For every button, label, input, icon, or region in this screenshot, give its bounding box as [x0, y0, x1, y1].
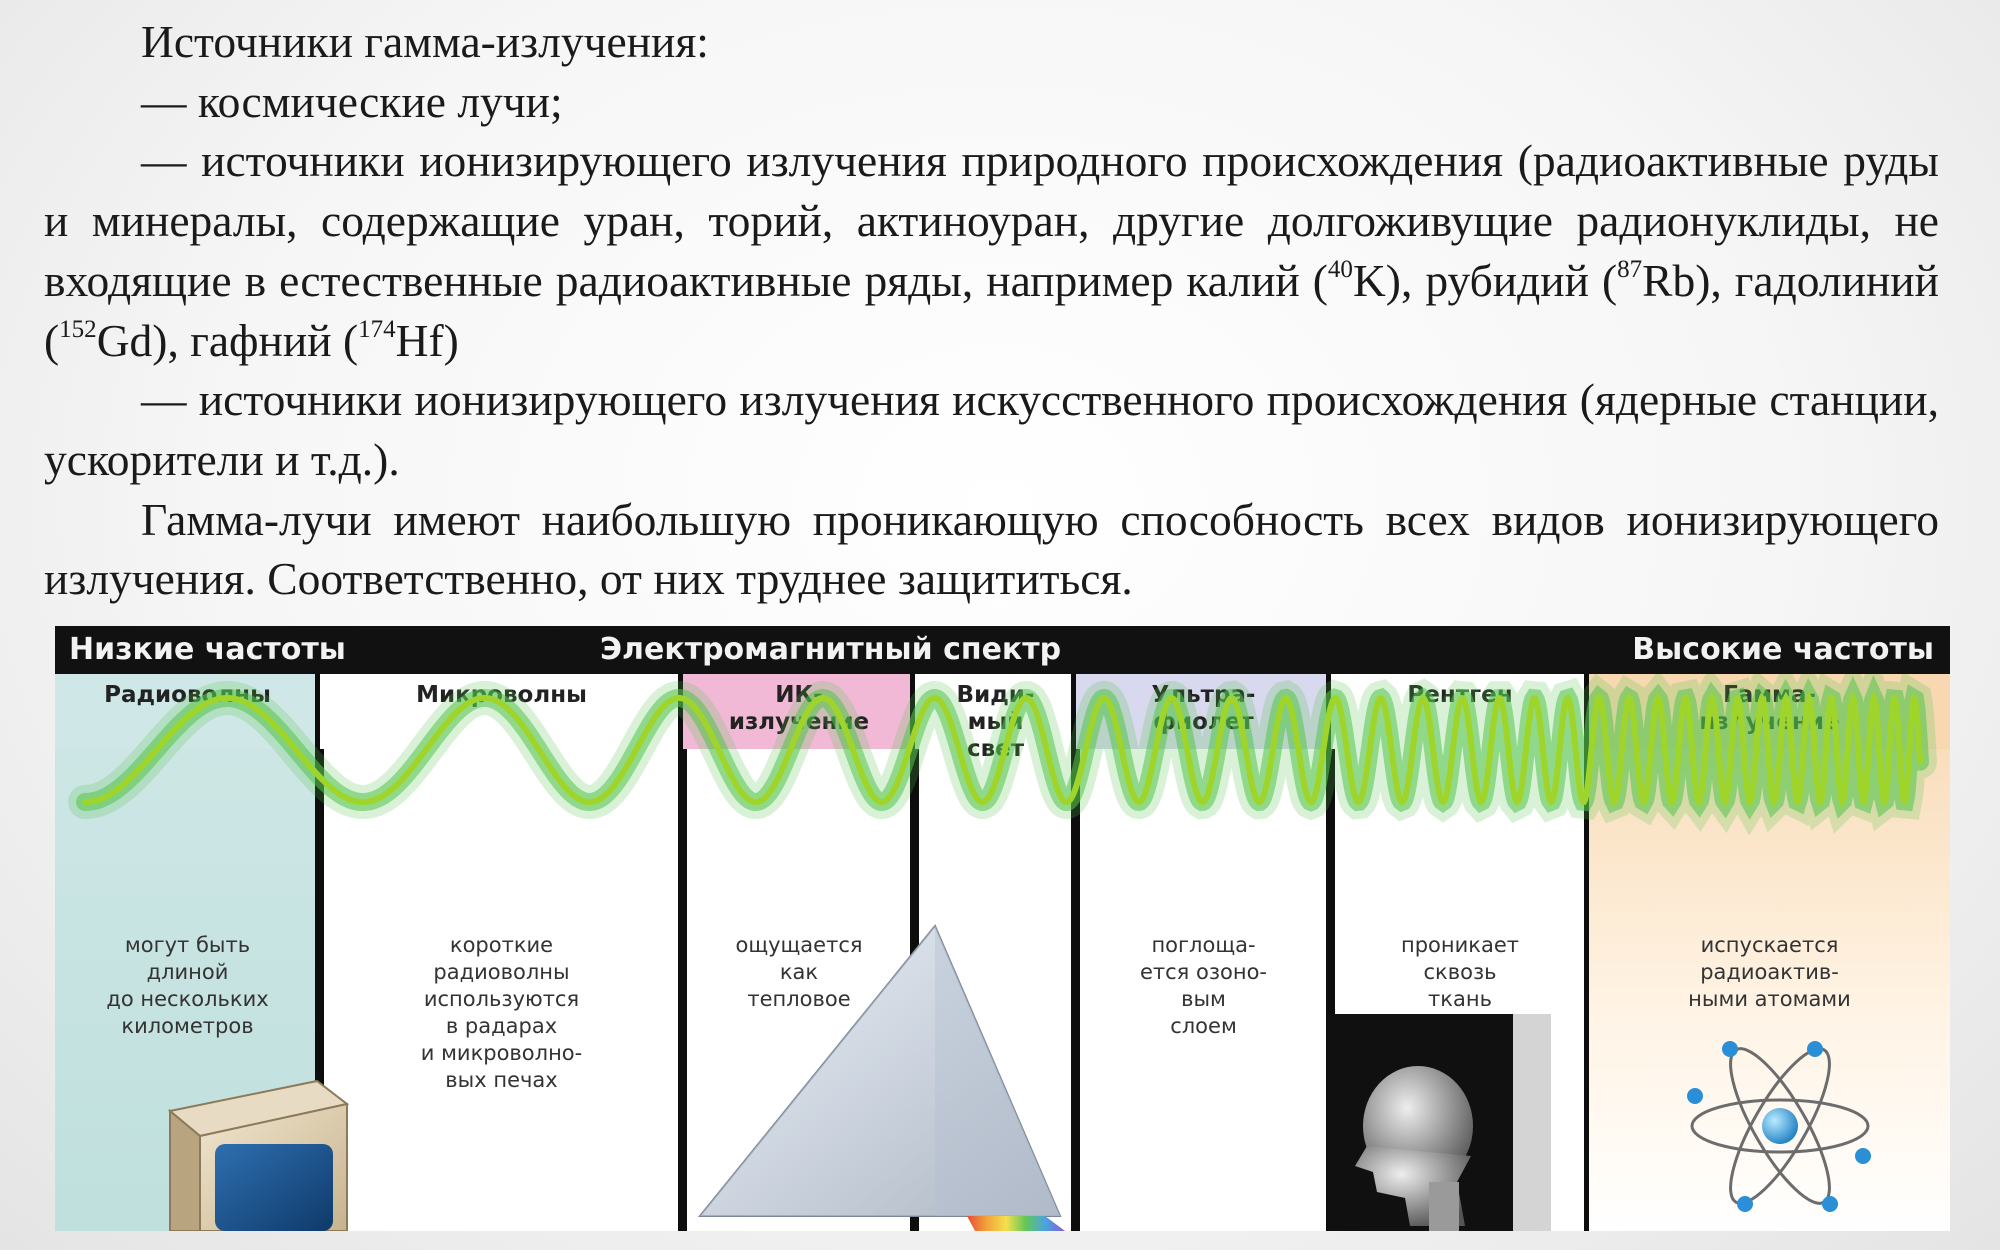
spectrum-header-bar: Низкие частоты Электромагнитный спектр В…	[55, 626, 1950, 674]
band-separator	[1584, 674, 1593, 1231]
text-block: Источники гамма-излучения: — космические…	[44, 12, 1939, 609]
sources-heading: Источники гамма-излучения:	[141, 16, 709, 67]
rubidium-text: Rb), гадолиний (	[44, 254, 1940, 366]
wave-graphic	[68, 654, 1937, 836]
television-icon	[167, 1079, 350, 1231]
natural-sources-text: — источники ионизирующего излучения прир…	[44, 135, 1939, 306]
header-spectrum-title: Электромагнитный спектр	[600, 632, 1062, 667]
band-separator	[1071, 674, 1080, 1231]
band-description: поглоща- ется озоно- вым слоем	[1139, 933, 1268, 1038]
band-separator	[1326, 674, 1335, 1231]
band-description: могут быть длиной до нескольких километр…	[106, 933, 269, 1038]
band-description: короткие радиоволны используются в радар…	[420, 933, 583, 1092]
xray-head-icon	[1328, 1014, 1551, 1231]
list-item-cosmic-rays: — космические лучи;	[141, 75, 563, 127]
header-high-frequencies: Высокие частоты	[1632, 632, 1934, 667]
band-description: ощущается как тепловое	[735, 933, 863, 1011]
electromagnetic-spectrum-figure: Радиоволны могут быть длиной до нескольки…	[55, 626, 1950, 1231]
band-separator	[315, 674, 324, 1231]
header-low-frequencies: Низкие частоты	[69, 632, 346, 667]
gamma-penetration-paragraph: Гамма-лучи имеют наибольшую проникающую …	[44, 493, 1939, 605]
list-item-natural-sources: — источники ионизирующего излучения прир…	[44, 131, 1939, 370]
gadolinium-mass-number: 152	[59, 315, 97, 343]
prism-icon	[697, 924, 1065, 1231]
band-description: проникает сквозь ткань	[1401, 933, 1519, 1011]
wave-line	[82, 690, 1923, 808]
spectrum-illustrations	[167, 924, 1871, 1231]
potassium-mass-number: 40	[1327, 256, 1353, 284]
gadolinium-text: Gd), гафний (	[96, 314, 359, 366]
list-item-artificial-sources: — источники ионизирующего излучения иску…	[44, 374, 1939, 485]
atom-icon	[1687, 1041, 1871, 1212]
rubidium-mass-number: 87	[1617, 256, 1643, 284]
hafnium-text: Hf)	[395, 314, 459, 366]
potassium-text: K), рубидий (	[1352, 254, 1618, 306]
hafnium-mass-number: 174	[358, 315, 396, 343]
spectrum-band: Микроволны короткие радиоволны используют…	[320, 674, 683, 1231]
band-separator	[678, 674, 687, 1231]
band-description: испускается радиоактив- ными атомами	[1688, 933, 1851, 1011]
